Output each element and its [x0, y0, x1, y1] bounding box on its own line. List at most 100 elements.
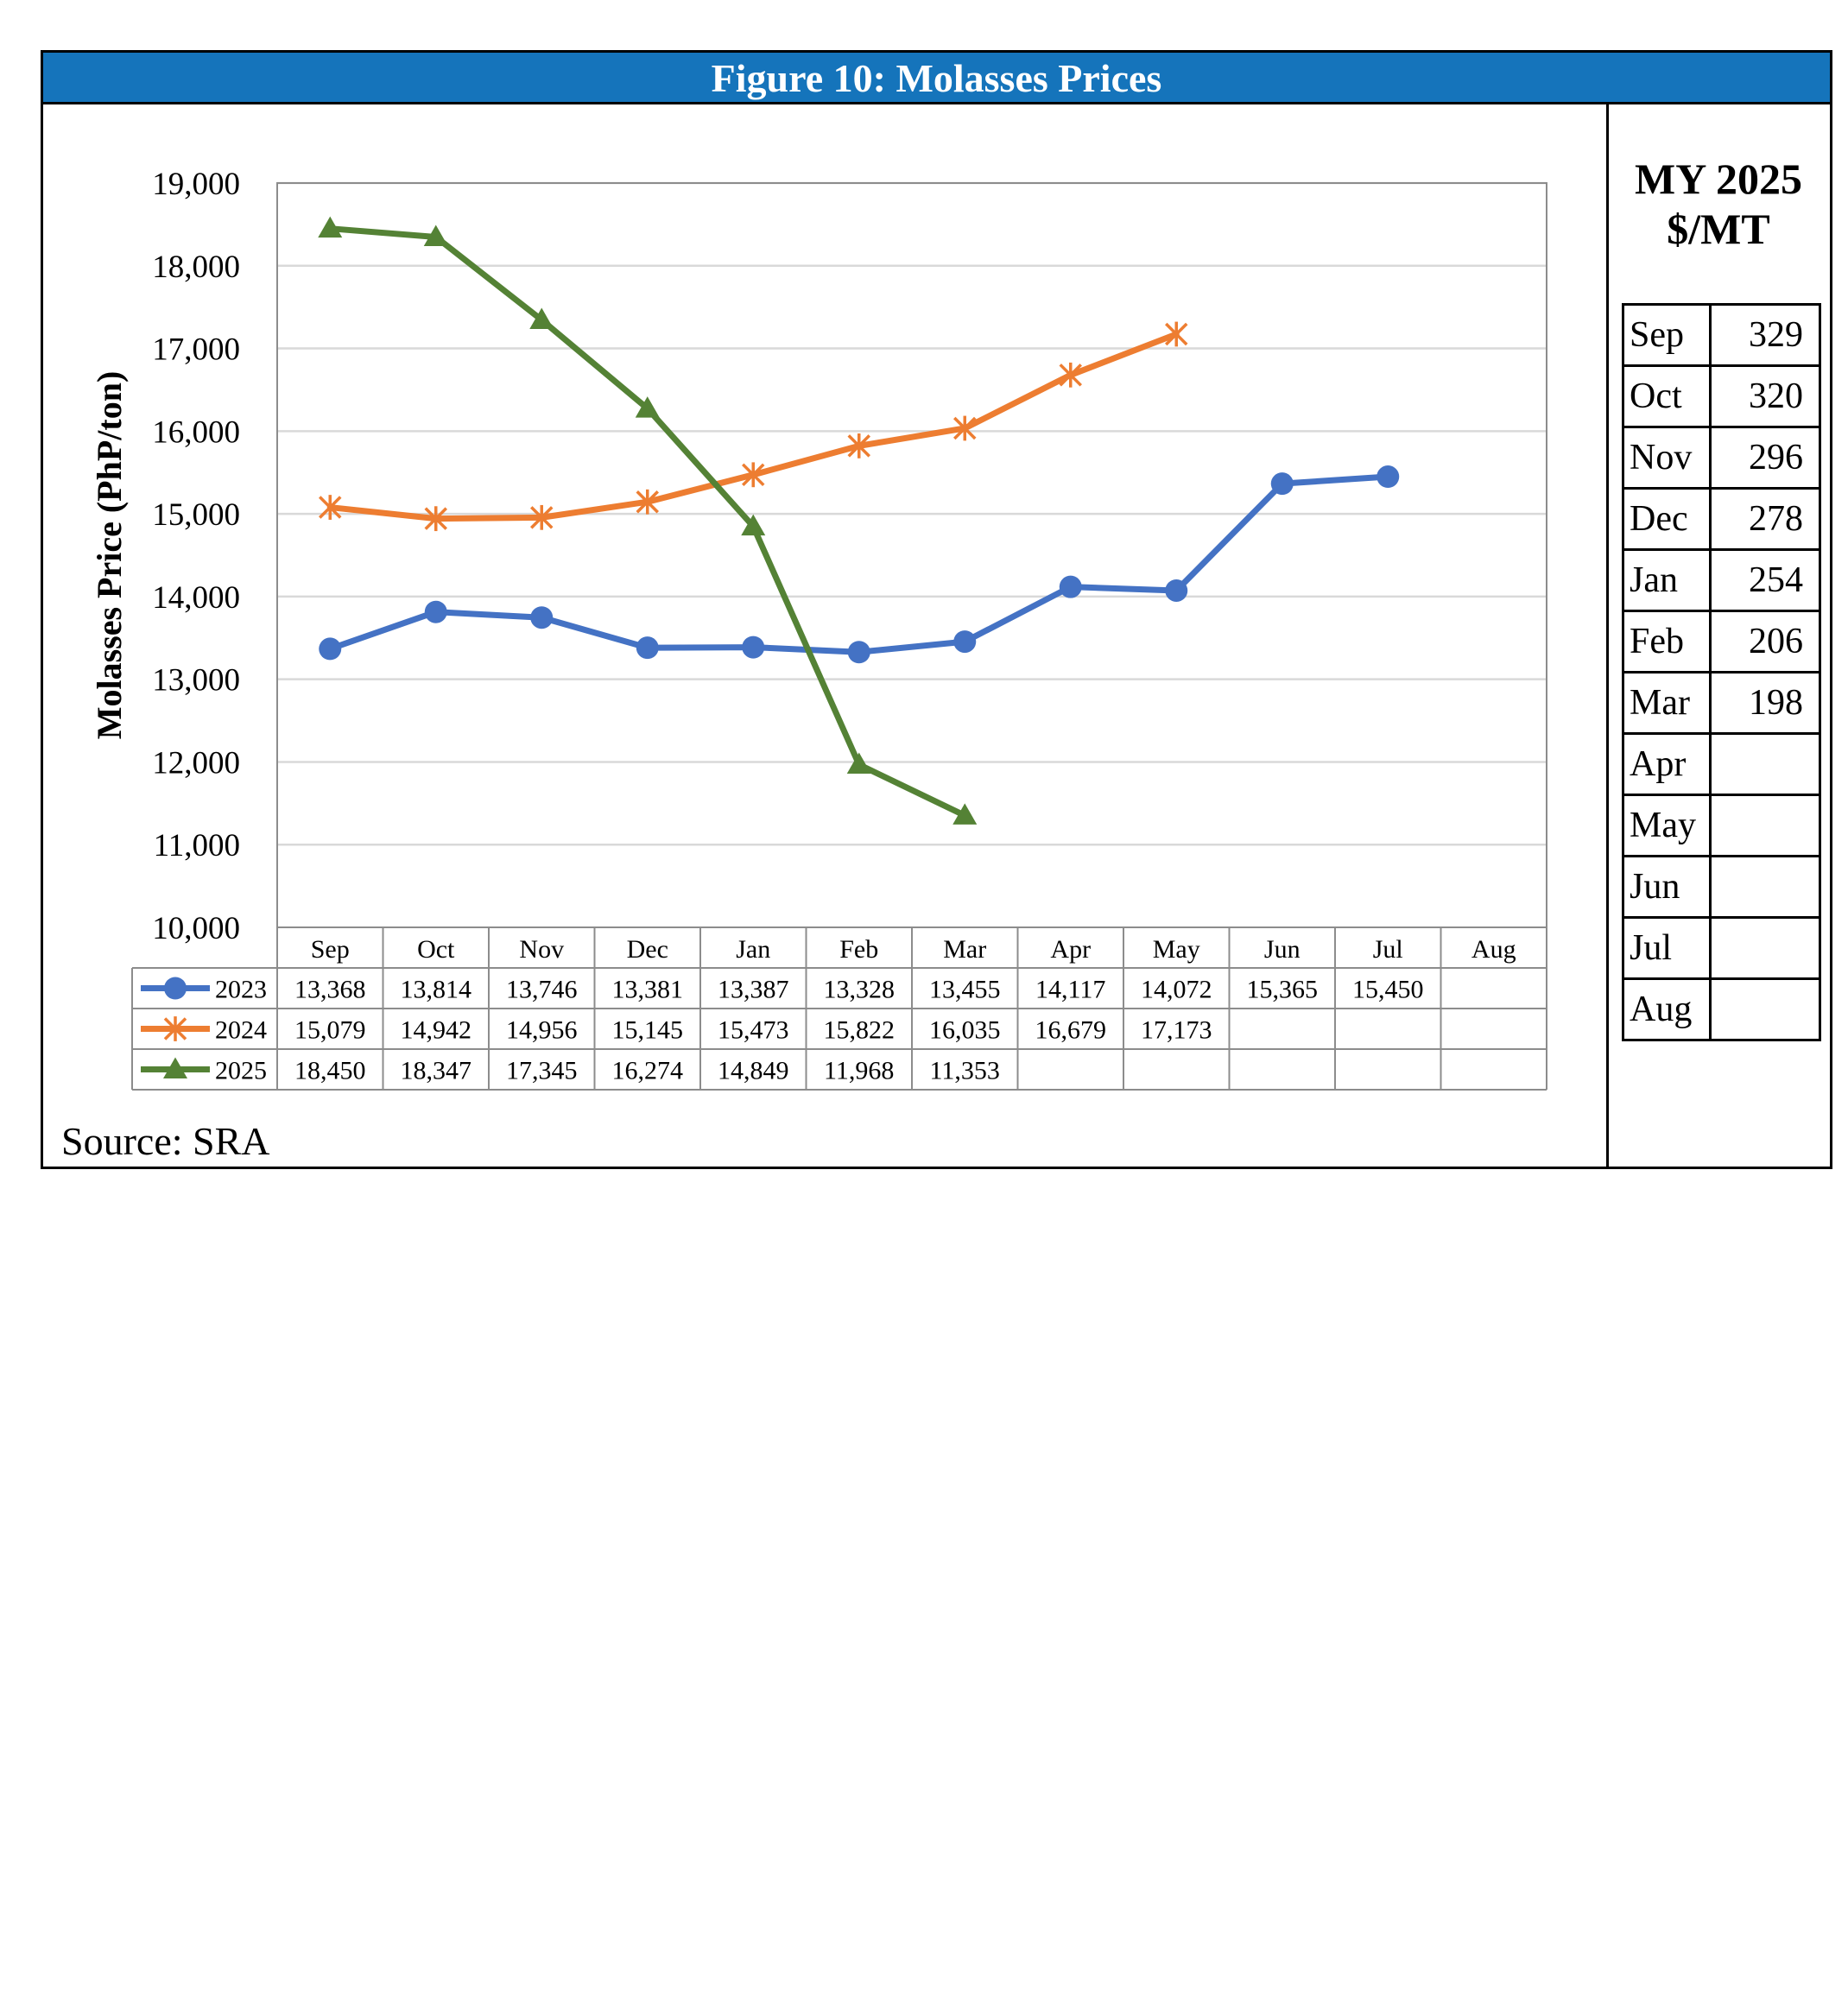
y-tick-label: 13,000 — [152, 663, 240, 699]
x-category-label: Sep — [311, 935, 350, 964]
molasses-price-chart: 10,000 11,000 12,000 13,000 14,000 15,000 16,0… — [90, 167, 1547, 1091]
side-table-row: Nov 296 — [1622, 426, 1821, 490]
data-table-value: 13,381 — [612, 976, 684, 1004]
marker-circle — [424, 600, 447, 623]
data-table-value: 15,145 — [612, 1016, 684, 1045]
figure-title: Figure 10: Molasses Prices — [43, 53, 1830, 104]
plot-area-border — [276, 182, 1547, 928]
side-table-row: Aug — [1622, 977, 1821, 1041]
marker-triangle — [846, 752, 871, 775]
data-table-value: 15,450 — [1352, 976, 1424, 1004]
data-table-value: 14,956 — [506, 1016, 578, 1045]
y-tick-label: 15,000 — [152, 497, 240, 533]
side-table-month: Sep — [1622, 303, 1712, 367]
marker-star — [1165, 321, 1188, 347]
x-category-label: Apr — [1050, 935, 1091, 964]
data-table-value: 13,455 — [929, 976, 1001, 1004]
side-table-row: Jun — [1622, 855, 1821, 919]
y-tick-label: 17,000 — [152, 332, 240, 368]
marker-circle — [164, 977, 187, 1000]
side-table-month: Jul — [1622, 916, 1712, 980]
side-table-value: 320 — [1709, 364, 1821, 428]
x-category-label: May — [1153, 935, 1200, 964]
y-tick-label: 16,000 — [152, 414, 240, 450]
legend-label: 2025 — [215, 1057, 267, 1085]
data-table-value: 15,473 — [718, 1016, 789, 1045]
data-table-value: 13,746 — [506, 976, 578, 1004]
marker-triangle — [741, 514, 766, 536]
marker-triangle — [318, 216, 343, 238]
side-table-value — [1709, 916, 1821, 980]
side-table-row: Apr — [1622, 732, 1821, 796]
y-tick-label: 11,000 — [154, 828, 240, 863]
side-table-value — [1709, 855, 1821, 919]
x-category-label: Oct — [417, 935, 455, 964]
side-table-heading: MY 2025 $/MT — [1598, 154, 1839, 254]
side-table-month: Dec — [1622, 487, 1712, 551]
x-category-label: Jul — [1373, 935, 1403, 964]
marker-circle — [1059, 575, 1082, 598]
side-table-value — [1709, 794, 1821, 857]
marker-star — [847, 433, 870, 458]
side-table-value: 278 — [1709, 487, 1821, 551]
marker-circle — [953, 630, 977, 654]
side-table-value: 206 — [1709, 610, 1821, 673]
data-table-value: 13,368 — [294, 976, 366, 1004]
x-category-label: Nov — [519, 935, 564, 964]
figure-frame: Figure 10: Molasses Prices — [41, 50, 1832, 1169]
x-category-label: Jun — [1264, 935, 1301, 964]
side-table-row: Jul — [1622, 916, 1821, 980]
marker-triangle — [163, 1057, 187, 1078]
data-table-value: 11,968 — [824, 1057, 894, 1085]
side-table-month: Jun — [1622, 855, 1712, 919]
side-table-month: Feb — [1622, 610, 1712, 673]
side-table-value — [1709, 977, 1821, 1041]
panel-divider — [1606, 104, 1609, 1169]
side-table-month: Mar — [1622, 671, 1712, 735]
series-line-2023 — [326, 473, 1391, 655]
side-table-month: Apr — [1622, 732, 1712, 796]
side-table-month: Aug — [1622, 977, 1712, 1041]
data-table-value: 13,387 — [718, 976, 789, 1004]
marker-circle — [1377, 465, 1400, 489]
side-table-value: 329 — [1709, 303, 1821, 367]
data-table-value: 18,347 — [401, 1057, 472, 1085]
marker-star — [953, 415, 977, 441]
marker-triangle — [952, 803, 978, 825]
marker-circle — [530, 606, 554, 629]
y-tick-label: 10,000 — [152, 911, 240, 946]
data-table-value: 16,274 — [612, 1057, 684, 1085]
marker-triangle — [635, 396, 660, 418]
series-line-2024 — [326, 331, 1180, 522]
side-table-month: Jan — [1622, 548, 1712, 612]
legend-label: 2023 — [215, 976, 267, 1004]
side-table-value — [1709, 732, 1821, 796]
data-table-value: 14,072 — [1141, 976, 1212, 1004]
data-table-value: 17,173 — [1141, 1016, 1212, 1045]
side-table-month: May — [1622, 794, 1712, 857]
source-note: Source: SRA — [61, 1119, 270, 1163]
marker-star — [636, 489, 659, 515]
side-table-title-unit: $/MT — [1667, 205, 1770, 253]
marker-star — [319, 495, 342, 520]
side-table-title-year: MY 2025 — [1635, 155, 1802, 203]
data-table-value: 17,345 — [506, 1057, 578, 1085]
marker-circle — [742, 636, 765, 659]
data-table-value: 16,035 — [929, 1016, 1001, 1045]
y-tick-label: 12,000 — [152, 745, 240, 781]
side-table-row: Dec 278 — [1622, 487, 1821, 551]
y-axis-label: Molasses Price (PhP/ton) — [90, 371, 129, 740]
marker-circle — [636, 636, 659, 660]
marker-circle — [1270, 472, 1294, 496]
side-table-value: 296 — [1709, 426, 1821, 490]
side-table-row: May — [1622, 794, 1821, 857]
y-tick-label: 14,000 — [152, 580, 240, 616]
side-table-row: Jan 254 — [1622, 548, 1821, 612]
side-table-value: 198 — [1709, 671, 1821, 735]
marker-star — [424, 506, 447, 532]
marker-star — [742, 462, 765, 488]
data-table-value: 15,365 — [1247, 976, 1319, 1004]
data-table-value: 11,353 — [930, 1057, 1000, 1085]
marker-triangle — [423, 224, 448, 247]
legend-label: 2024 — [215, 1016, 267, 1045]
